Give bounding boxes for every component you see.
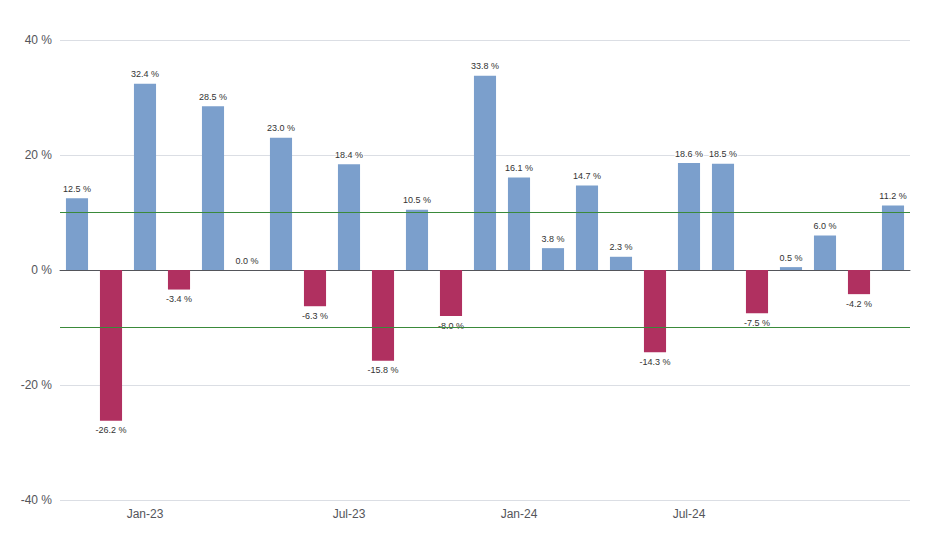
- svg-text:18.4 %: 18.4 %: [335, 150, 363, 160]
- svg-text:-3.4 %: -3.4 %: [166, 294, 192, 304]
- svg-text:Jul-24: Jul-24: [673, 507, 706, 521]
- svg-text:Jan-24: Jan-24: [501, 507, 538, 521]
- svg-text:28.5 %: 28.5 %: [199, 92, 227, 102]
- svg-text:-6.3 %: -6.3 %: [302, 311, 328, 321]
- svg-text:-14.3 %: -14.3 %: [639, 357, 670, 367]
- svg-text:0 %: 0 %: [31, 263, 52, 277]
- svg-text:Jul-23: Jul-23: [333, 507, 366, 521]
- svg-text:0.0 %: 0.0 %: [235, 256, 258, 266]
- svg-text:18.6 %: 18.6 %: [675, 149, 703, 159]
- svg-text:14.7 %: 14.7 %: [573, 171, 601, 181]
- svg-text:-26.2 %: -26.2 %: [95, 425, 126, 435]
- svg-text:32.4 %: 32.4 %: [131, 69, 159, 79]
- svg-text:33.8 %: 33.8 %: [471, 61, 499, 71]
- svg-text:3.8 %: 3.8 %: [541, 234, 564, 244]
- svg-text:10.5 %: 10.5 %: [403, 195, 431, 205]
- svg-text:12.5 %: 12.5 %: [63, 184, 91, 194]
- svg-text:40 %: 40 %: [25, 33, 53, 47]
- svg-text:6.0 %: 6.0 %: [813, 221, 836, 231]
- svg-text:16.1 %: 16.1 %: [505, 163, 533, 173]
- svg-text:20 %: 20 %: [25, 148, 53, 162]
- svg-text:2.3 %: 2.3 %: [609, 242, 632, 252]
- svg-text:-4.2 %: -4.2 %: [846, 299, 872, 309]
- svg-text:-15.8 %: -15.8 %: [367, 365, 398, 375]
- svg-text:11.2 %: 11.2 %: [879, 191, 906, 201]
- svg-text:18.5 %: 18.5 %: [709, 149, 737, 159]
- svg-text:Jan-23: Jan-23: [127, 507, 164, 521]
- svg-text:-40 %: -40 %: [21, 493, 53, 507]
- svg-text:0.5 %: 0.5 %: [779, 253, 802, 263]
- svg-text:23.0 %: 23.0 %: [267, 123, 295, 133]
- svg-text:-8.0 %: -8.0 %: [438, 321, 464, 331]
- svg-text:-7.5 %: -7.5 %: [744, 318, 770, 328]
- svg-text:-20 %: -20 %: [21, 378, 53, 392]
